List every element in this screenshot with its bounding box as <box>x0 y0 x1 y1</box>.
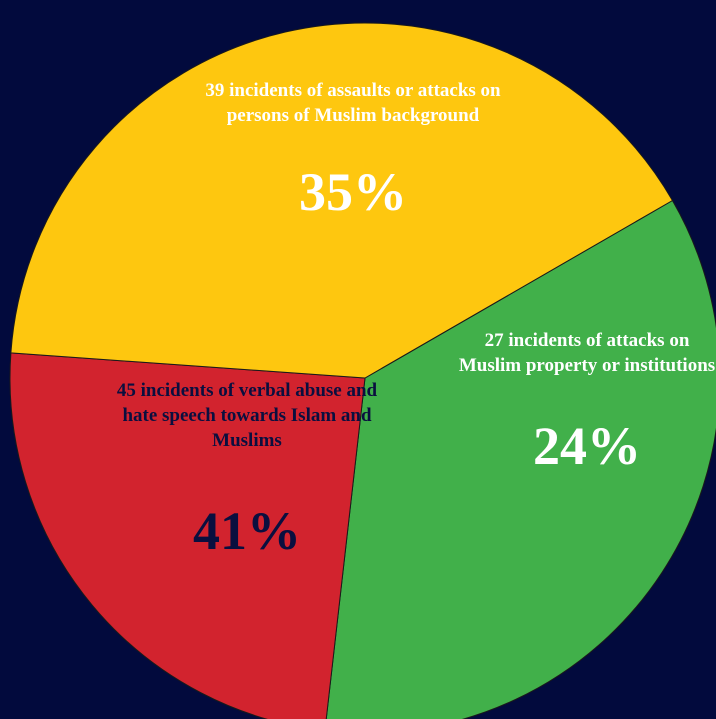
slice-label-assaults: 39 incidents of assaults or attacks on p… <box>198 78 508 222</box>
slice-label-verbal-abuse: 45 incidents of verbal abuse and hate sp… <box>102 378 392 561</box>
pie-slice-property <box>9 352 366 719</box>
slice-label-property: 27 incidents of attacks on Muslim proper… <box>452 328 716 476</box>
slice-percentage: 24% <box>533 416 641 476</box>
slice-description: 39 incidents of assaults or attacks on p… <box>205 80 501 126</box>
slice-percentage: 41% <box>193 501 301 561</box>
slice-description: 45 incidents of verbal abuse and hate sp… <box>116 380 378 451</box>
slice-percentage: 35% <box>299 162 407 222</box>
slice-description: 27 incidents of attacks on Muslim proper… <box>458 330 716 376</box>
pie-slice-assaults <box>325 199 716 719</box>
pie-slice-verbal-abuse <box>10 22 674 379</box>
